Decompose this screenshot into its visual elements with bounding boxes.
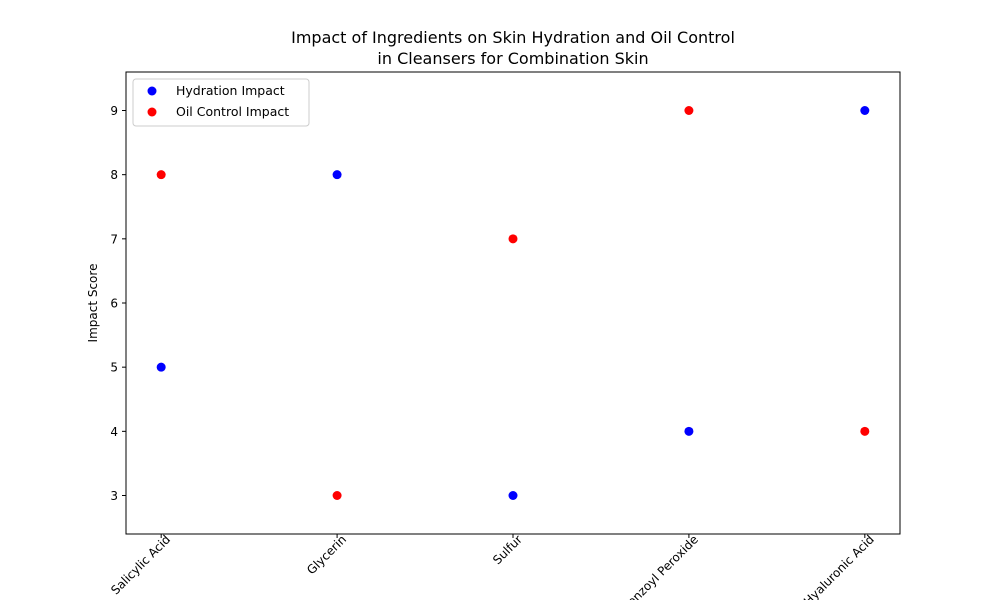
x-axis: Salicylic Acid Glycerin Sulfur Benzoyl Pero…: [108, 532, 877, 600]
data-point: [156, 362, 166, 372]
data-point: [860, 426, 870, 436]
data-point: [684, 106, 694, 115]
x-tick-label: Hyaluronic Acid: [801, 532, 877, 600]
data-point: [684, 426, 694, 436]
chart-title-line: Impact of Ingredients on Skin Hydration …: [291, 28, 735, 47]
y-tick-label: 5: [110, 361, 118, 375]
data-point: [508, 234, 518, 244]
chart-title: Impact of Ingredients on Skin Hydration …: [291, 28, 735, 68]
data-point: [508, 491, 518, 500]
y-tick-label: 8: [110, 168, 118, 182]
y-tick-label: 7: [110, 232, 118, 246]
data-point: [156, 170, 166, 180]
legend-label: Oil Control Impact: [176, 104, 289, 119]
data-point: [332, 491, 342, 500]
y-axis: 3 4 5 6 7 8 9: [110, 104, 126, 503]
chart-title-line: in Cleansers for Combination Skin: [377, 49, 648, 68]
y-axis-label: Impact Score: [86, 264, 100, 343]
y-tick-label: 4: [110, 425, 118, 439]
x-tick-label: Salicylic Acid: [108, 532, 173, 597]
y-tick-label: 3: [110, 489, 118, 503]
x-tick-label: Sulfur: [490, 532, 525, 567]
data-point: [332, 170, 342, 180]
x-tick-label: Benzoyl Peroxide: [619, 532, 701, 600]
legend: Hydration Impact Oil Control Impact: [132, 78, 310, 127]
y-tick-label: 6: [110, 297, 118, 311]
legend-box: [132, 78, 310, 127]
x-tick-label: Glycerin: [304, 532, 349, 577]
legend-label: Hydration Impact: [176, 83, 285, 98]
data-point: [860, 106, 870, 115]
legend-marker: [147, 86, 157, 96]
legend-marker: [147, 107, 157, 117]
data-points: [156, 106, 870, 500]
y-tick-label: 9: [110, 104, 118, 118]
plot-area: [125, 71, 901, 535]
